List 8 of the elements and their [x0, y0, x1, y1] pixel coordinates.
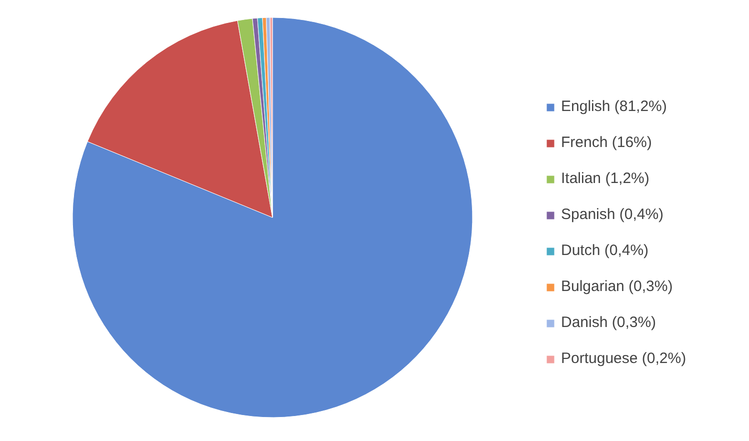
legend-label: Danish (0,3%)	[561, 314, 656, 331]
legend-label: English (81,2%)	[561, 98, 667, 115]
legend-label: French (16%)	[561, 134, 652, 151]
legend-label: Bulgarian (0,3%)	[561, 278, 673, 295]
legend-label: Spanish (0,4%)	[561, 206, 664, 223]
legend-label: Portuguese (0,2%)	[561, 350, 686, 367]
legend-label: Dutch (0,4%)	[561, 242, 649, 259]
legend-label: Italian (1,2%)	[561, 170, 650, 187]
